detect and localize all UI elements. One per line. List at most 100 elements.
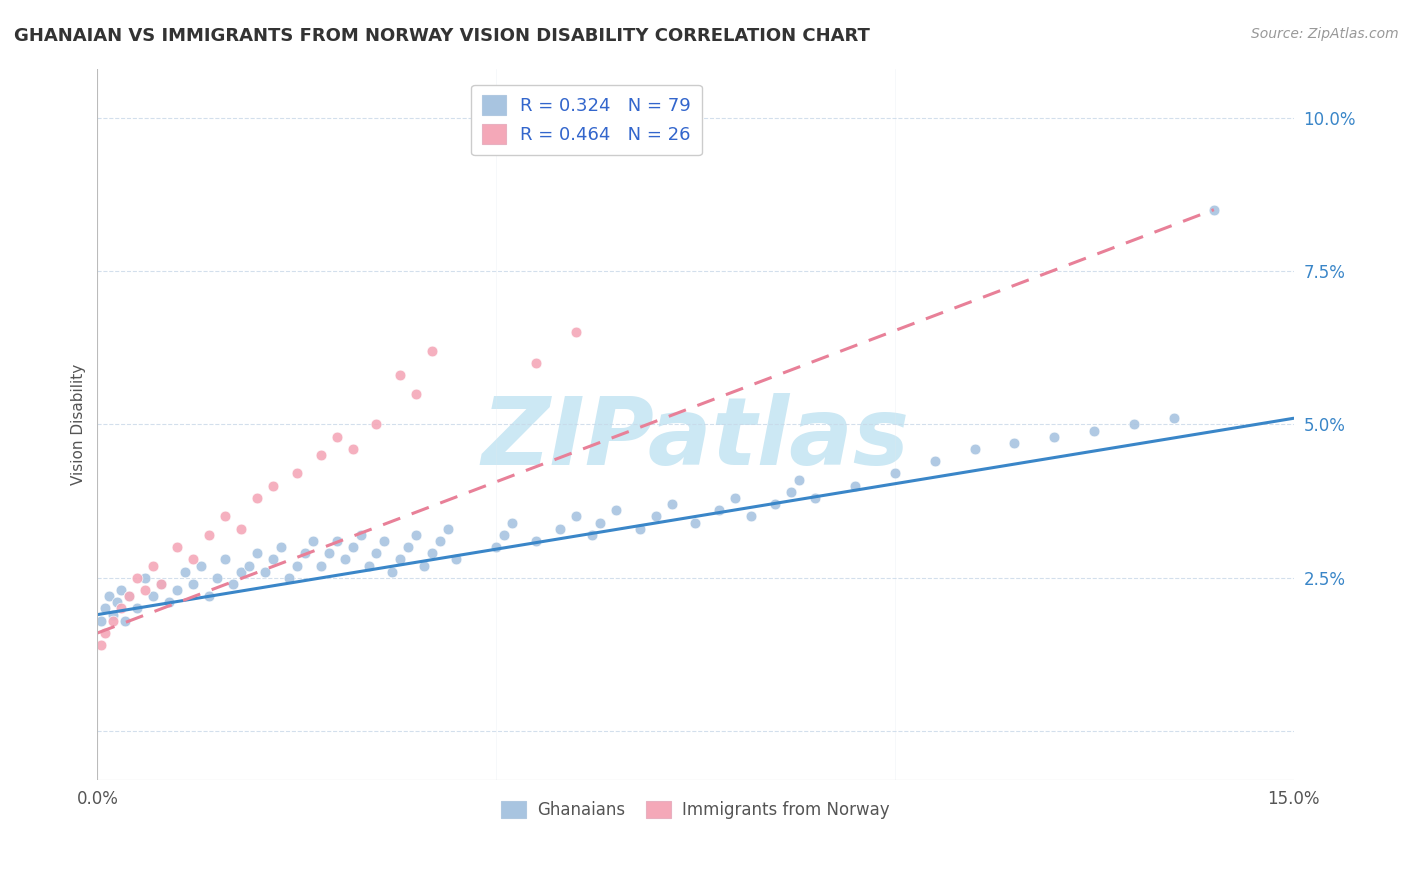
- Legend: Ghanaians, Immigrants from Norway: Ghanaians, Immigrants from Norway: [495, 794, 897, 825]
- Point: [214, 509, 236, 524]
- Point: [94, 626, 117, 640]
- Text: ZIPatlas: ZIPatlas: [481, 392, 910, 484]
- Point: [565, 509, 588, 524]
- Point: [190, 558, 212, 573]
- Point: [110, 583, 132, 598]
- Point: [844, 479, 866, 493]
- Point: [389, 552, 412, 566]
- Point: [565, 326, 588, 340]
- Point: [98, 589, 121, 603]
- Point: [1123, 417, 1146, 432]
- Point: [262, 552, 284, 566]
- Point: [198, 528, 221, 542]
- Point: [174, 565, 197, 579]
- Point: [381, 565, 404, 579]
- Point: [181, 577, 204, 591]
- Point: [127, 601, 149, 615]
- Point: [963, 442, 986, 456]
- Point: [366, 546, 388, 560]
- Point: [114, 614, 136, 628]
- Point: [222, 577, 245, 591]
- Point: [1004, 435, 1026, 450]
- Point: [763, 497, 786, 511]
- Point: [229, 522, 252, 536]
- Point: [405, 528, 427, 542]
- Point: [413, 558, 436, 573]
- Point: [181, 552, 204, 566]
- Point: [342, 442, 364, 456]
- Point: [883, 467, 905, 481]
- Point: [1083, 424, 1105, 438]
- Point: [581, 528, 603, 542]
- Point: [214, 552, 236, 566]
- Point: [270, 540, 292, 554]
- Point: [166, 540, 188, 554]
- Point: [318, 546, 340, 560]
- Point: [605, 503, 627, 517]
- Point: [94, 601, 117, 615]
- Point: [118, 589, 141, 603]
- Point: [229, 565, 252, 579]
- Point: [166, 583, 188, 598]
- Point: [485, 540, 508, 554]
- Point: [524, 533, 547, 548]
- Point: [198, 589, 221, 603]
- Point: [661, 497, 683, 511]
- Point: [405, 386, 427, 401]
- Point: [285, 558, 308, 573]
- Text: Source: ZipAtlas.com: Source: ZipAtlas.com: [1251, 27, 1399, 41]
- Point: [740, 509, 762, 524]
- Point: [444, 552, 467, 566]
- Point: [246, 546, 269, 560]
- Point: [349, 528, 371, 542]
- Point: [118, 589, 141, 603]
- Point: [333, 552, 356, 566]
- Point: [644, 509, 666, 524]
- Point: [142, 558, 165, 573]
- Point: [103, 614, 125, 628]
- Point: [804, 491, 827, 505]
- Point: [437, 522, 460, 536]
- Point: [589, 516, 612, 530]
- Point: [787, 473, 810, 487]
- Point: [205, 571, 228, 585]
- Point: [685, 516, 707, 530]
- Point: [90, 614, 112, 628]
- Point: [110, 601, 132, 615]
- Point: [246, 491, 269, 505]
- Point: [127, 571, 149, 585]
- Point: [142, 589, 165, 603]
- Text: GHANAIAN VS IMMIGRANTS FROM NORWAY VISION DISABILITY CORRELATION CHART: GHANAIAN VS IMMIGRANTS FROM NORWAY VISIO…: [14, 27, 870, 45]
- Point: [709, 503, 731, 517]
- Point: [150, 577, 173, 591]
- Point: [924, 454, 946, 468]
- Point: [501, 516, 523, 530]
- Point: [1043, 430, 1066, 444]
- Point: [90, 638, 112, 652]
- Point: [420, 343, 443, 358]
- Point: [396, 540, 419, 554]
- Point: [301, 533, 323, 548]
- Point: [780, 484, 803, 499]
- Point: [420, 546, 443, 560]
- Point: [277, 571, 299, 585]
- Point: [724, 491, 747, 505]
- Point: [157, 595, 180, 609]
- Point: [628, 522, 651, 536]
- Point: [342, 540, 364, 554]
- Point: [494, 528, 516, 542]
- Point: [253, 565, 276, 579]
- Y-axis label: Vision Disability: Vision Disability: [72, 364, 86, 485]
- Point: [134, 583, 156, 598]
- Point: [309, 448, 332, 462]
- Point: [294, 546, 316, 560]
- Point: [366, 417, 388, 432]
- Point: [1163, 411, 1185, 425]
- Point: [238, 558, 260, 573]
- Point: [134, 571, 156, 585]
- Point: [1202, 202, 1225, 217]
- Point: [389, 368, 412, 383]
- Point: [103, 607, 125, 622]
- Point: [325, 430, 347, 444]
- Point: [357, 558, 380, 573]
